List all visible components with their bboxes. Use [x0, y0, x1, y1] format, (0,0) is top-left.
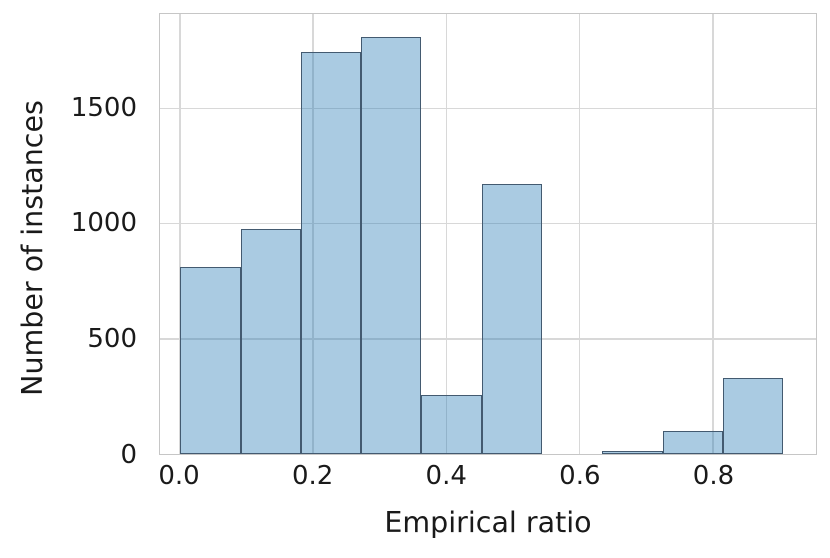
- y-gridline: [160, 222, 816, 225]
- y-tick-labels: 0 500 1000 1500: [0, 13, 137, 468]
- x-gridline: [445, 14, 448, 454]
- y-tick-label: 1500: [70, 92, 137, 123]
- x-gridline: [312, 14, 314, 454]
- histogram-bar: [662, 430, 723, 454]
- x-tick-labels: 0.0 0.2 0.4 0.6 0.8: [158, 461, 817, 497]
- histogram-bar: [481, 184, 543, 454]
- histogram-bar: [421, 395, 482, 454]
- histogram-bar: [179, 267, 241, 454]
- x-tick-label: 0.6: [559, 461, 601, 491]
- histogram-bar: [602, 451, 663, 454]
- x-tick-label: 0.4: [425, 461, 467, 491]
- y-gridline: [160, 338, 816, 340]
- y-tick-label: 1000: [70, 208, 137, 239]
- x-tick-label: 0.2: [291, 461, 334, 491]
- y-tick-label: 500: [87, 324, 137, 355]
- x-tick-label: 0.0: [158, 461, 200, 491]
- y-tick-label: 0: [120, 440, 137, 470]
- x-gridline: [578, 14, 581, 454]
- histogram-bar: [722, 377, 784, 454]
- y-gridline: [160, 107, 816, 110]
- plot-area: [159, 13, 817, 455]
- x-gridline: [712, 14, 714, 454]
- histogram-bar: [240, 229, 301, 454]
- histogram-bar: [361, 36, 422, 454]
- x-tick-label: 0.8: [692, 461, 735, 491]
- x-gridline: [179, 14, 181, 454]
- histogram-bar: [300, 51, 362, 454]
- x-axis-label: Empirical ratio: [384, 506, 592, 539]
